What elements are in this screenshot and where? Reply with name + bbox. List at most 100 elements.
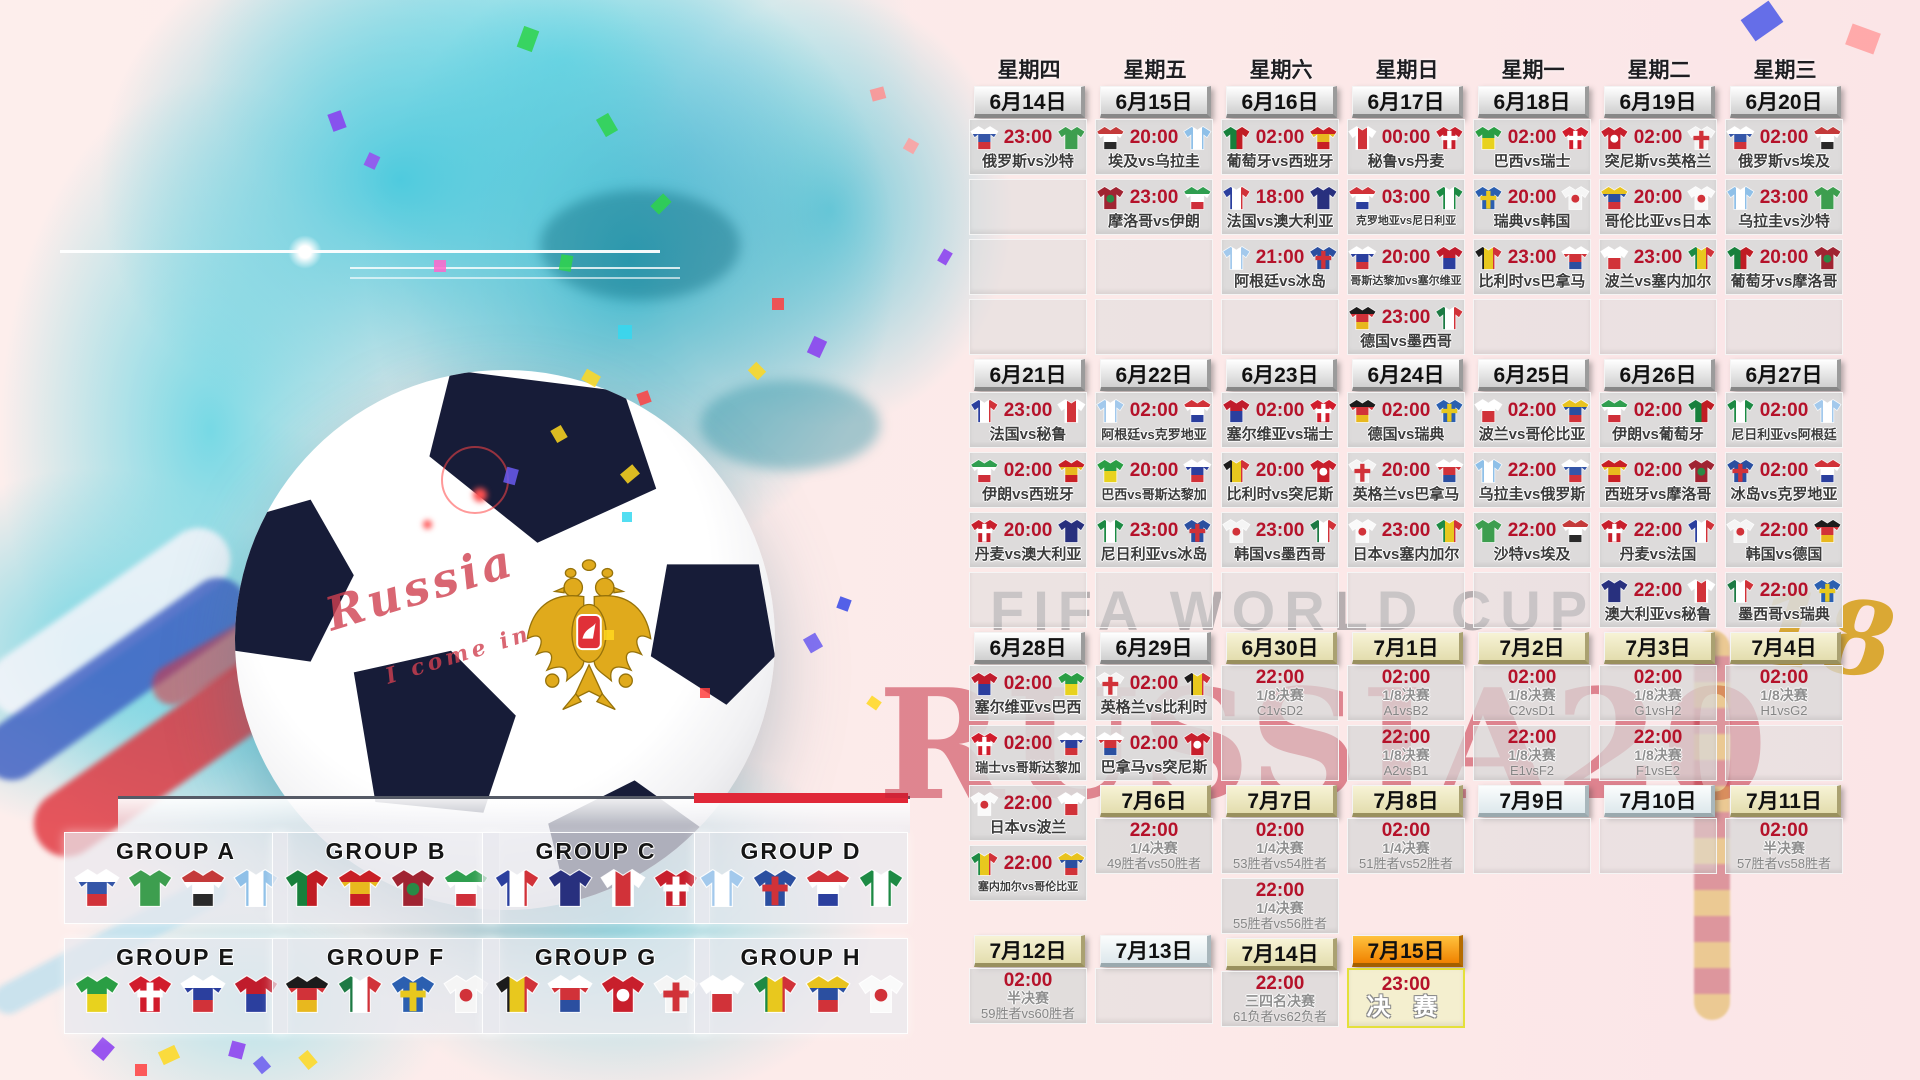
home-team: 墨西哥 [1738,605,1784,623]
match-time: 02:00 [1507,399,1557,421]
match-time: 02:00 [1003,459,1053,481]
team-jersey-icon-沙特 [1474,518,1503,543]
calendar-column-2: 星期五 6月15日 20:00 埃及vs乌拉圭 23:00 摩洛哥vs伊朗 6月22日 02:… [1092,0,1218,1080]
vs-label: vs [1783,426,1798,442]
home-team: 埃及 [1108,152,1139,170]
date-header: 6月15日 [1100,86,1211,118]
team-jersey-icon-尼日利亚 [857,868,904,907]
team-jersey-icon-日本 [970,791,999,816]
empty-cell [1095,299,1213,355]
match-cell: 22:00 日本vs波兰 [969,785,1087,841]
home-team: 葡萄牙 [1730,272,1776,290]
team-jersey-icon-克罗地亚 [1813,458,1842,483]
knockout-cell: 22:00 1/8决赛 E1vsF2 [1473,725,1591,781]
date-header: 7月2日 [1478,632,1589,664]
match-time: 20:00 [1381,246,1431,268]
team-jersey-icon-比利时 [1222,458,1251,483]
match-teams: 丹麦vs法国 [1620,546,1697,563]
team-jersey-icon-伊朗 [970,458,999,483]
team-jersey-icon-巴西 [1057,671,1086,696]
match-time: 02:00 [1255,399,1305,421]
date-header: 7月1日 [1352,632,1463,664]
confetti-bit [622,512,632,522]
date-header: 7月4日 [1730,632,1841,664]
match-teams: 巴西vs哥斯达黎加 [1101,486,1207,503]
empty-cell [1095,239,1213,295]
match-teams: 波兰vs哥伦比亚 [1479,426,1586,443]
empty-cell [1599,818,1717,874]
match-time-row: 20:00 [1096,125,1212,151]
away-team: 瑞士 [1540,152,1571,170]
paint-dark-stroke [540,190,740,300]
groups-top-band-red-stripe [694,793,908,803]
vs-label: vs [1775,545,1793,563]
match-time-row: 23:00 [1600,245,1716,271]
team-jersey-icon-波兰 [1600,245,1629,270]
match-cell: 02:00 西班牙vs摩洛哥 [1599,452,1717,508]
match-time: 22:00 [1381,727,1431,748]
away-team: 哥斯达黎加 [1015,759,1081,775]
team-jersey-icon-突尼斯 [1183,731,1212,756]
vs-label: vs [1138,152,1155,170]
match-teams: 比利时vs突尼斯 [1227,486,1334,503]
team-jersey-icon-瑞典 [1435,398,1464,423]
match-time-row: 22:00 [1600,518,1716,544]
group-title: GROUP B [325,838,447,864]
match-time-row: 02:00 [1474,125,1590,151]
match-time-row: 23:00 [1348,518,1464,544]
match-time: 23:00 [1381,519,1431,541]
red-glow-dot [473,488,487,502]
home-team: 伊朗 [1612,425,1643,443]
match-teams: 日本vs塞内加尔 [1353,546,1460,563]
vs-label: vs [1399,214,1413,227]
match-cell: 20:00 瑞典vs韩国 [1473,179,1591,235]
team-jersey-icon-摩洛哥 [1687,458,1716,483]
away-team: 巴西 [1051,698,1082,716]
team-jersey-icon-日本 [1687,185,1716,210]
match-time: 02:00 [1759,459,1809,481]
match-time: 02:00 [1759,820,1809,841]
team-jersey-icon-墨西哥 [1435,305,1464,330]
group-title: GROUP A [115,838,237,864]
team-jersey-icon-澳大利亚 [546,868,593,907]
match-time-row: 20:00 [1726,245,1842,271]
team-jersey-icon-塞内加尔 [1687,245,1716,270]
match-cell: 20:00 比利时vs突尼斯 [1221,452,1339,508]
group-title: GROUP F [326,944,446,970]
away-team: 俄罗斯 [1540,485,1586,503]
team-jersey-icon-乌拉圭 [232,868,279,907]
team-jersey-icon-葡萄牙 [1726,245,1755,270]
home-team: 澳大利亚 [1604,605,1665,623]
match-time-row: 02:00 [1600,398,1716,424]
date-header: 6月23日 [1226,359,1337,391]
match-cell: 22:00 沙特vs埃及 [1473,512,1591,568]
knockout-cell: 22:00 1/8决赛 F1vsE2 [1599,725,1717,781]
match-time: 23:00 [1381,306,1431,328]
match-cell: 23:00 比利时vs巴拿马 [1473,239,1591,295]
match-time: 22:00 [1255,667,1305,688]
date-header: 6月26日 [1604,359,1715,391]
weekday-label: 星期六 [1249,59,1313,82]
group-jerseys [283,974,489,1014]
match-time-row: 02:00 [1096,671,1212,697]
team-jersey-icon-巴拿马 [1435,458,1464,483]
date-header: 6月30日 [1226,632,1337,664]
home-team: 法国 [1226,212,1257,230]
match-cell: 02:00 巴西vs瑞士 [1473,119,1591,175]
vs-label: vs [1783,605,1800,623]
group-jerseys [73,974,279,1014]
team-jersey-icon-埃及 [1561,518,1590,543]
team-jersey-icon-塞内加尔 [970,851,999,876]
knockout-round: 半决赛 [1007,990,1049,1006]
team-jersey-icon-秘鲁 [1687,578,1716,603]
date-header: 7月15日 [1352,935,1463,967]
home-team: 塞内加尔 [977,880,1022,893]
group-panel-h: GROUP H [694,938,908,1034]
match-teams: 伊朗vs葡萄牙 [1612,426,1704,443]
knockout-round: 1/8决赛 [1760,687,1808,703]
date-header: 7月6日 [1100,785,1211,817]
match-time-row: 00:00 [1348,125,1464,151]
away-team: 冰岛 [1295,272,1326,290]
date-header: 7月3日 [1604,632,1715,664]
match-time: 22:00 [1633,727,1683,748]
